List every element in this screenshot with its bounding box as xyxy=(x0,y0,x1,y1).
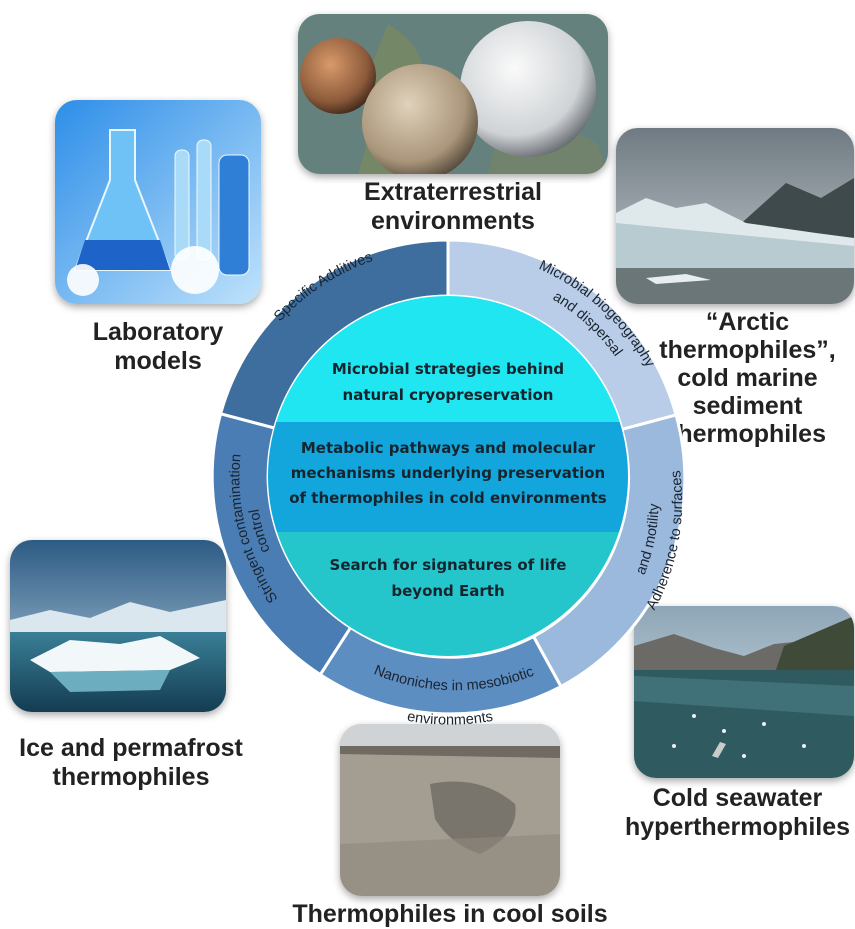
core-middle-line1: Metabolic pathways and molecular xyxy=(301,439,596,457)
laboratory-caption: Laboratory models xyxy=(55,318,261,376)
extraterrestrial-caption: Extraterrestrial environments xyxy=(298,178,608,236)
caption-line: thermophiles xyxy=(52,762,210,791)
caption-line: Thermophiles in cool soils xyxy=(292,900,608,928)
caption-line: environments xyxy=(371,206,535,235)
core-bottom-line1: Search for signatures of life xyxy=(330,556,567,574)
caption-line: thermophiles xyxy=(669,420,826,448)
cold-seawater-photo xyxy=(634,606,854,778)
laboratory-photo xyxy=(55,100,261,304)
core-top-line1: Microbial strategies behind xyxy=(332,360,564,378)
ice-permafrost-photo xyxy=(10,540,226,712)
caption-line: models xyxy=(114,346,202,375)
caption-line: Laboratory xyxy=(92,318,224,346)
core-middle-line3: of thermophiles in cold environments xyxy=(289,489,607,507)
caption-line: thermophiles”, xyxy=(659,336,836,364)
core-middle-line2: mechanisms underlying preservation xyxy=(291,464,605,482)
arctic-glacier-photo xyxy=(616,128,854,304)
ring-label-nanoniches-line2: environments xyxy=(406,709,494,729)
seawater-caption: Cold seawater hyperthermophiles xyxy=(620,784,855,842)
caption-line: Cold seawater xyxy=(652,784,823,812)
caption-line: hyperthermophiles xyxy=(624,812,851,841)
caption-line: sediment xyxy=(692,392,803,420)
core-band-middle xyxy=(268,422,628,532)
ice-caption: Ice and permafrost thermophiles xyxy=(0,734,262,792)
core-circle xyxy=(268,296,628,656)
core-top-line2: natural cryopreservation xyxy=(343,386,554,404)
cool-soils-photo xyxy=(340,724,560,896)
core-bottom-line2: beyond Earth xyxy=(391,582,504,600)
arctic-caption: “Arctic thermophiles”, cold marine sedim… xyxy=(640,308,855,448)
extraterrestrial-photo xyxy=(298,14,608,174)
caption-line: Ice and permafrost xyxy=(19,734,243,762)
caption-line: “Arctic xyxy=(705,308,790,336)
caption-line: Extraterrestrial xyxy=(364,178,542,206)
caption-line: cold marine xyxy=(677,364,818,392)
soils-caption: Thermophiles in cool soils xyxy=(250,900,650,929)
